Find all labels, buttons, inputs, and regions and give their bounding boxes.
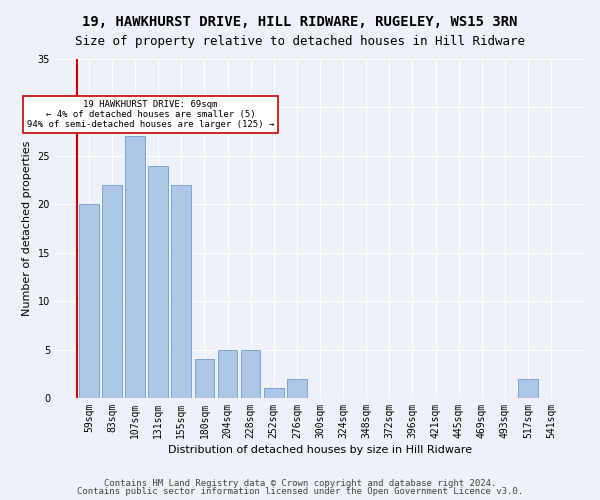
Text: Contains public sector information licensed under the Open Government Licence v3: Contains public sector information licen… xyxy=(77,487,523,496)
Bar xyxy=(264,388,284,398)
Bar xyxy=(194,359,214,398)
Bar xyxy=(125,136,145,398)
Bar xyxy=(172,185,191,398)
Bar xyxy=(241,350,260,398)
X-axis label: Distribution of detached houses by size in Hill Ridware: Distribution of detached houses by size … xyxy=(168,445,472,455)
Text: Contains HM Land Registry data © Crown copyright and database right 2024.: Contains HM Land Registry data © Crown c… xyxy=(104,478,496,488)
Bar xyxy=(518,378,538,398)
Text: Size of property relative to detached houses in Hill Ridware: Size of property relative to detached ho… xyxy=(75,35,525,48)
Bar xyxy=(79,204,98,398)
Bar xyxy=(287,378,307,398)
Bar xyxy=(102,185,122,398)
Text: 19 HAWKHURST DRIVE: 69sqm
← 4% of detached houses are smaller (5)
94% of semi-de: 19 HAWKHURST DRIVE: 69sqm ← 4% of detach… xyxy=(27,100,274,130)
Text: 19, HAWKHURST DRIVE, HILL RIDWARE, RUGELEY, WS15 3RN: 19, HAWKHURST DRIVE, HILL RIDWARE, RUGEL… xyxy=(82,15,518,29)
Bar xyxy=(148,166,168,398)
Bar xyxy=(218,350,238,398)
Y-axis label: Number of detached properties: Number of detached properties xyxy=(22,141,32,316)
